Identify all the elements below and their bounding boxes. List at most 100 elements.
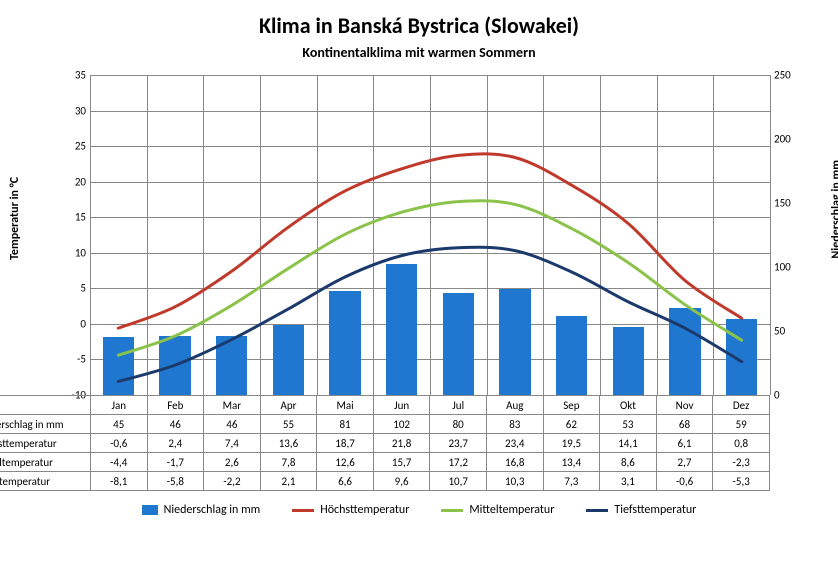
high-line <box>118 154 741 328</box>
data-cell: 6,6 <box>317 472 374 491</box>
data-cell: 62 <box>543 415 600 434</box>
data-cell: 13,4 <box>543 453 600 472</box>
data-cell: 53 <box>600 415 657 434</box>
data-cell: 55 <box>260 415 317 434</box>
data-cell: 23,7 <box>430 434 487 453</box>
data-cell: -4,4 <box>90 453 147 472</box>
data-cell: 102 <box>373 415 430 434</box>
data-cell: 13,6 <box>260 434 317 453</box>
y1-tick-label: 25 <box>75 140 90 153</box>
data-cell: 46 <box>147 415 204 434</box>
data-cell: 19,5 <box>543 434 600 453</box>
row-label-cell: Tiefsttemperatur <box>0 472 90 491</box>
month-header-cell: Jan <box>90 396 147 415</box>
data-cell: -5,8 <box>147 472 204 491</box>
data-cell: 10,3 <box>486 472 543 491</box>
data-cell: -5,3 <box>713 472 770 491</box>
data-cell: 23,4 <box>486 434 543 453</box>
table-corner-cell <box>0 396 90 415</box>
data-cell: 8,6 <box>600 453 657 472</box>
y1-tick-label: 5 <box>80 282 90 295</box>
data-cell: 80 <box>430 415 487 434</box>
data-cell: 2,6 <box>204 453 261 472</box>
y1-tick-label: 0 <box>80 317 90 330</box>
data-cell: 3,1 <box>600 472 657 491</box>
legend-label: Niederschlag in mm <box>164 503 261 517</box>
data-cell: 14,1 <box>600 434 657 453</box>
month-header-cell: Apr <box>260 396 317 415</box>
y1-tick-label: 35 <box>75 69 90 82</box>
data-cell: 59 <box>713 415 770 434</box>
data-cell: 7,3 <box>543 472 600 491</box>
data-cell: 9,6 <box>373 472 430 491</box>
chart-subtitle: Kontinentalklima mit warmen Sommern <box>0 44 838 61</box>
legend-swatch-line <box>586 509 608 512</box>
legend-swatch-line <box>441 509 463 512</box>
data-cell: 21,8 <box>373 434 430 453</box>
data-cell: -0,6 <box>90 434 147 453</box>
table-row: Tiefsttemperatur-8,1-5,8-2,22,16,69,610,… <box>0 472 770 491</box>
data-cell: -2,3 <box>713 453 770 472</box>
data-cell: -0,6 <box>656 472 713 491</box>
y1-tick-label: 30 <box>75 104 90 117</box>
legend-swatch-bar <box>142 505 158 515</box>
y2-axis-title: Niederschlag in mm <box>830 160 838 259</box>
data-cell: 83 <box>486 415 543 434</box>
data-cell: 16,8 <box>486 453 543 472</box>
climate-chart: Klima in Banská Bystrica (Slowakei) Kont… <box>0 0 838 579</box>
data-cell: 12,6 <box>317 453 374 472</box>
month-header-cell: Feb <box>147 396 204 415</box>
legend-item: Tiefsttemperatur <box>586 503 696 517</box>
data-cell: 68 <box>656 415 713 434</box>
low-line <box>118 247 741 381</box>
row-label-cell: Mitteltemperatur <box>0 453 90 472</box>
legend-label: Höchsttemperatur <box>320 503 409 517</box>
plot-area: -10-505101520253035050100150200250 <box>90 75 771 395</box>
month-header-cell: Okt <box>600 396 657 415</box>
line-layer <box>90 75 770 395</box>
y2-tick-label: 200 <box>770 133 791 146</box>
legend-item: Niederschlag in mm <box>142 503 261 517</box>
y2-tick-label: 150 <box>770 197 791 210</box>
legend-label: Tiefsttemperatur <box>614 503 696 517</box>
data-cell: 46 <box>204 415 261 434</box>
table-header-row: JanFebMarAprMaiJunJulAugSepOktNovDez <box>0 396 770 415</box>
legend-label: Mitteltemperatur <box>469 503 554 517</box>
month-header-cell: Aug <box>486 396 543 415</box>
y1-tick-label: 10 <box>75 246 90 259</box>
month-header-cell: Nov <box>656 396 713 415</box>
row-label-cell: Höchsttemperatur <box>0 434 90 453</box>
row-label-cell: Niederschlag in mm <box>0 415 90 434</box>
month-header-cell: Dez <box>713 396 770 415</box>
data-cell: 2,1 <box>260 472 317 491</box>
data-cell: -1,7 <box>147 453 204 472</box>
data-cell: 10,7 <box>430 472 487 491</box>
data-cell: -2,2 <box>204 472 261 491</box>
month-header-cell: Jun <box>373 396 430 415</box>
chart-title: Klima in Banská Bystrica (Slowakei) <box>0 12 838 39</box>
data-cell: 7,8 <box>260 453 317 472</box>
y1-axis-title: Temperatur in °C <box>8 177 22 260</box>
column-separator <box>770 75 771 395</box>
data-table: JanFebMarAprMaiJunJulAugSepOktNovDezNied… <box>0 395 770 491</box>
data-cell: 18,7 <box>317 434 374 453</box>
y1-tick-label: 15 <box>75 211 90 224</box>
y1-tick-label: 20 <box>75 175 90 188</box>
y2-tick-label: 0 <box>770 389 780 402</box>
table-row: Mitteltemperatur-4,4-1,72,67,812,615,717… <box>0 453 770 472</box>
table-row: Niederschlag in mm4546465581102808362536… <box>0 415 770 434</box>
y2-tick-label: 50 <box>770 325 785 338</box>
month-header-cell: Mar <box>204 396 261 415</box>
legend-swatch-line <box>292 509 314 512</box>
legend: Niederschlag in mm Höchsttemperatur Mittel… <box>0 503 838 517</box>
month-header-cell: Jul <box>430 396 487 415</box>
y2-tick-label: 250 <box>770 69 791 82</box>
data-cell: 45 <box>90 415 147 434</box>
y1-tick-label: -5 <box>77 353 90 366</box>
data-cell: 2,4 <box>147 434 204 453</box>
data-cell: 6,1 <box>656 434 713 453</box>
data-cell: 15,7 <box>373 453 430 472</box>
month-header-cell: Sep <box>543 396 600 415</box>
data-cell: 0,8 <box>713 434 770 453</box>
y2-tick-label: 100 <box>770 261 791 274</box>
